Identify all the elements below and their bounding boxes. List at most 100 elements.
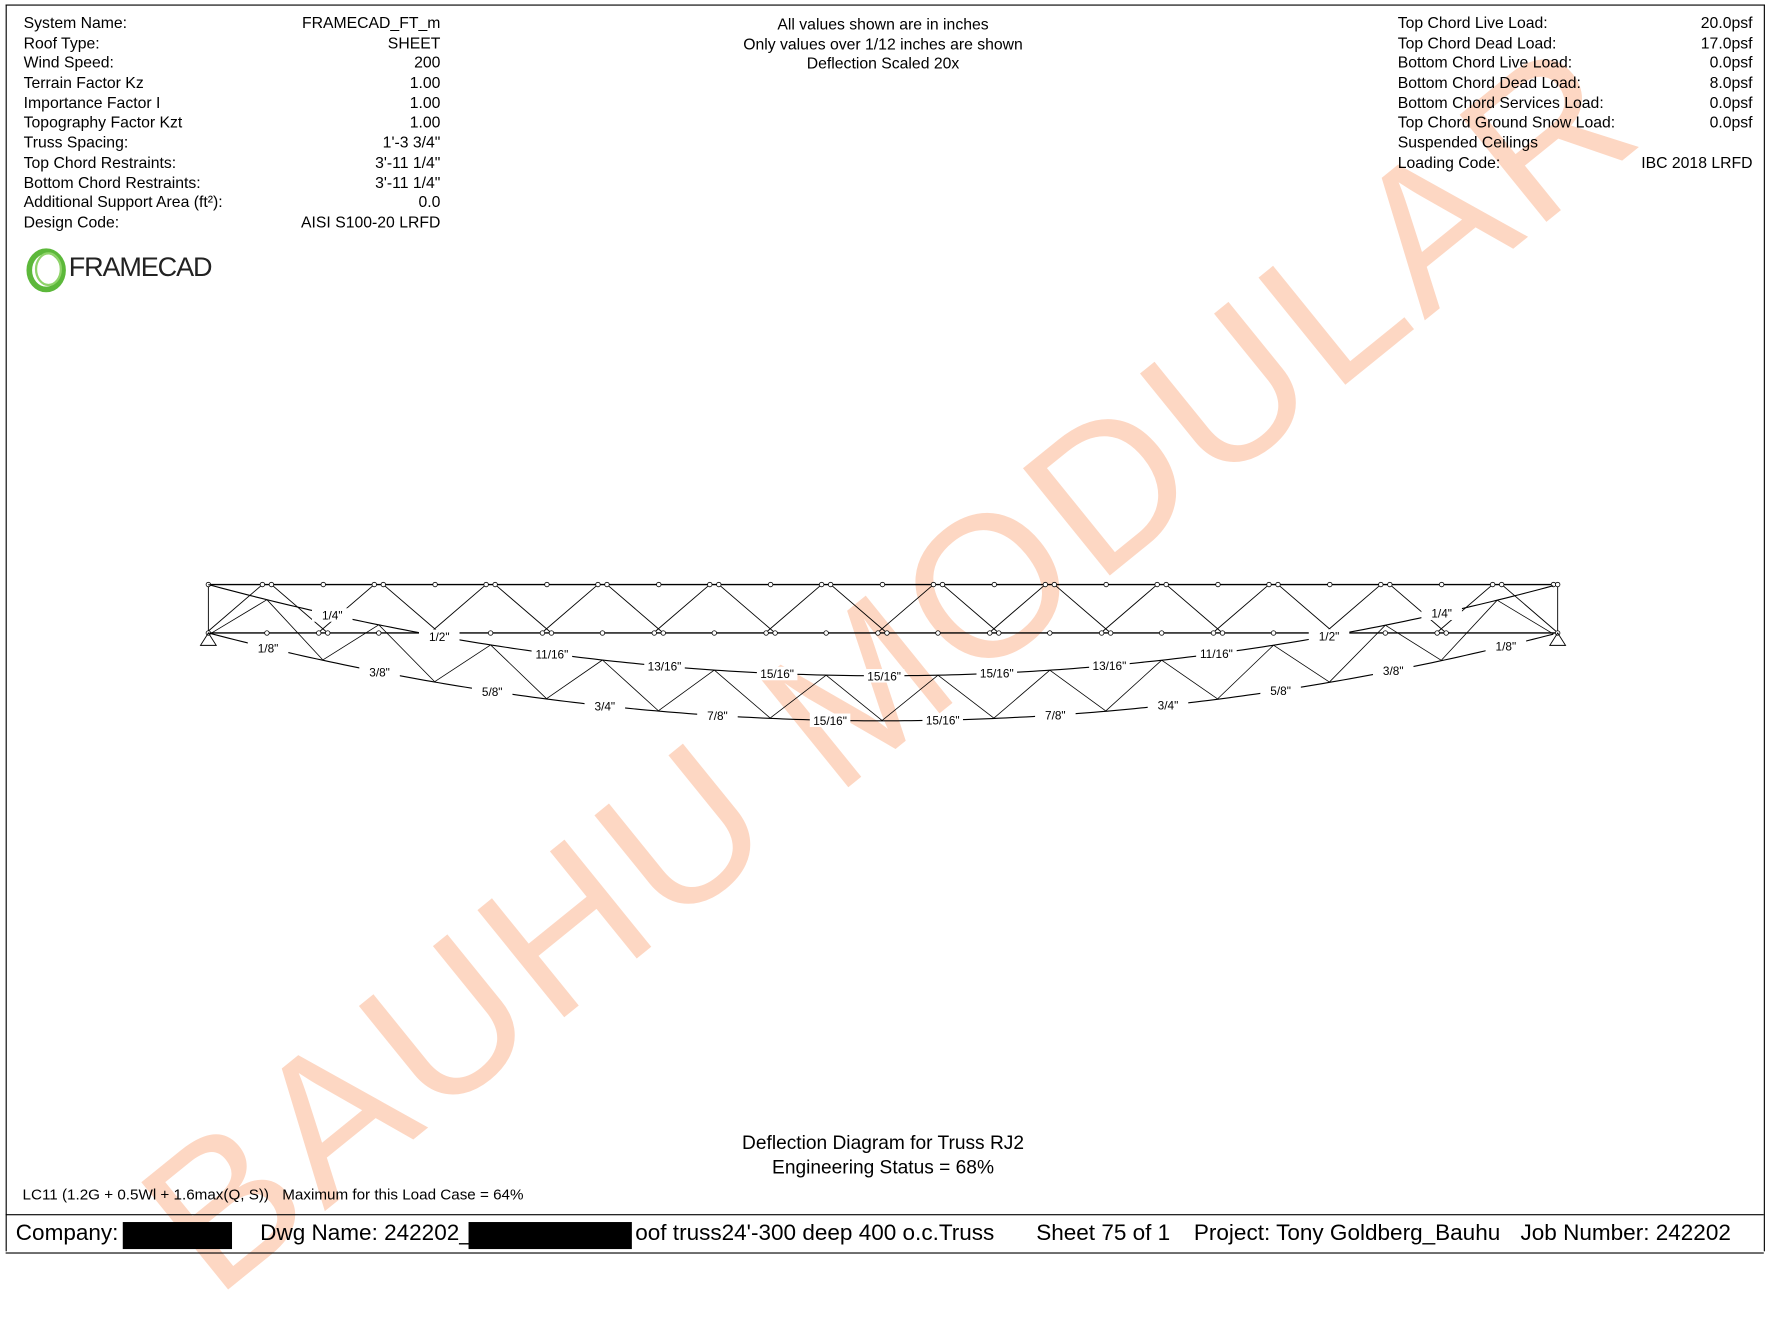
node	[376, 630, 382, 636]
info-label: Bottom Chord Live Load:	[1397, 53, 1573, 72]
node	[1387, 581, 1393, 588]
bottom-deflection-label: 1/8"	[258, 641, 279, 655]
info-row: Terrain Factor Kz 1.00	[24, 73, 441, 93]
node	[930, 581, 937, 588]
node	[763, 630, 769, 636]
info-row: Wind Speed: 200	[24, 53, 441, 73]
diagram-title: Deflection Diagram for Truss RJ2	[742, 1131, 1025, 1154]
web	[1165, 584, 1223, 634]
info-value: 17.0psf	[1700, 33, 1753, 52]
info-value: 0.0psf	[1709, 113, 1753, 132]
node	[1443, 630, 1449, 636]
dwg-name-suffix: oof truss24'-300 deep 400 o.c.Truss	[635, 1220, 995, 1246]
top-deflection-label: 1/4"	[1431, 607, 1452, 621]
label-bg	[809, 713, 851, 728]
label-bg	[1196, 646, 1237, 661]
web	[541, 584, 599, 634]
dwg-name-label: Dwg Name: 242202_	[260, 1220, 472, 1246]
note: All values shown are in inches	[777, 14, 989, 33]
bottom-deflection-label: 3/8"	[1383, 664, 1404, 678]
job-number: Job Number: 242202	[1520, 1220, 1731, 1246]
deflected-web	[210, 599, 268, 634]
bottom-deflection-label: 3/8"	[369, 665, 390, 679]
web	[1389, 584, 1447, 634]
info-row: Bottom Chord Services Load: 0.0psf	[1398, 93, 1753, 113]
bottom-deflection-label: 1/8"	[1496, 639, 1517, 653]
load-info-table: Top Chord Live Load: 20.0psf Top Chord Dea…	[1398, 14, 1753, 173]
web	[876, 584, 934, 634]
label-bg	[247, 641, 289, 655]
info-row: Bottom Chord Live Load: 0.0psf	[1398, 53, 1753, 73]
web	[271, 584, 329, 634]
info-label: Top Chord Dead Load:	[1397, 33, 1557, 52]
info-row: Top Chord Live Load: 20.0psf	[1398, 14, 1753, 34]
node	[1434, 630, 1440, 636]
label-bg	[584, 699, 626, 713]
node	[823, 630, 829, 636]
info-label: Bottom Chord Services Load:	[1397, 93, 1604, 112]
node	[879, 581, 886, 588]
node	[1499, 581, 1505, 588]
node	[1103, 581, 1109, 588]
deflected-web	[714, 669, 771, 719]
deflected-web	[1440, 599, 1498, 662]
label-bg	[531, 647, 573, 661]
deflected-web	[1161, 659, 1219, 700]
load-case-max: Maximum for this Load Case = 64%	[282, 1185, 524, 1203]
node	[539, 630, 546, 636]
deflected-web	[1216, 644, 1274, 700]
label-bg	[1421, 606, 1462, 620]
web	[1324, 584, 1382, 634]
info-value: FRAMECAD_FT_m	[301, 13, 441, 32]
web	[653, 584, 711, 634]
web	[1277, 584, 1335, 634]
info-label: Roof Type:	[23, 33, 100, 52]
label-bg	[863, 669, 905, 683]
info-row: Suspended Ceilings	[1398, 133, 1753, 153]
bottom-deflection-label: 3/4"	[595, 699, 616, 713]
info-row: Additional Support Area (ft²): 0.0	[24, 193, 441, 213]
info-value: 3'-11 1/4"	[375, 152, 441, 171]
system-info-table: System Name: FRAMECAD_FT_m Roof Type: SHEET…	[24, 14, 441, 233]
top-deflection-label: 1/2"	[1319, 629, 1340, 643]
diagram-caption: Deflection Diagram for Truss RJ2 Enginee…	[658, 1131, 1109, 1181]
node	[827, 581, 834, 588]
label-bg	[471, 684, 513, 699]
web	[382, 584, 440, 634]
info-value: 1'-3 3/4"	[382, 133, 441, 152]
info-value: IBC 2018 LRFD	[1641, 152, 1753, 171]
top-deflection-label: 15/16"	[760, 667, 794, 681]
node	[875, 630, 881, 636]
note: Deflection Scaled 20x	[806, 54, 960, 73]
info-label: Loading Code:	[1397, 152, 1501, 171]
info-label: Importance Factor I	[23, 93, 161, 112]
top-deflection-label: 13/16"	[648, 660, 682, 674]
deflected-web	[545, 659, 603, 700]
page-border	[5, 4, 1765, 1252]
info-label: Design Code:	[23, 212, 120, 231]
info-value: 20.0psf	[1700, 13, 1753, 32]
deflected-web	[266, 599, 324, 661]
web	[1100, 584, 1158, 634]
info-value: 1.00	[409, 93, 441, 112]
node	[716, 581, 722, 588]
node	[711, 630, 717, 636]
company-label: Company:	[15, 1220, 119, 1246]
node	[1439, 581, 1445, 588]
node	[1270, 630, 1277, 636]
node	[660, 630, 666, 636]
deflected-web	[1385, 624, 1442, 661]
load-case-line: LC11 (1.2G + 0.5Wl + 1.6max(Q, S)) Maxim…	[23, 1186, 524, 1203]
note: Only values over 1/12 inches are shown	[743, 34, 1023, 53]
label-bg	[756, 666, 798, 681]
bottom-deflection-label: 5/8"	[1270, 684, 1291, 698]
node	[316, 630, 322, 636]
bottom-deflection-label: 5/8"	[482, 685, 503, 699]
node	[1382, 630, 1388, 636]
info-label: Top Chord Live Load:	[1397, 13, 1548, 32]
web	[1212, 584, 1270, 634]
node	[1555, 581, 1561, 588]
bottom-deflection-label: 7/8"	[707, 709, 728, 723]
label-bg	[1035, 708, 1076, 722]
web	[429, 584, 487, 634]
